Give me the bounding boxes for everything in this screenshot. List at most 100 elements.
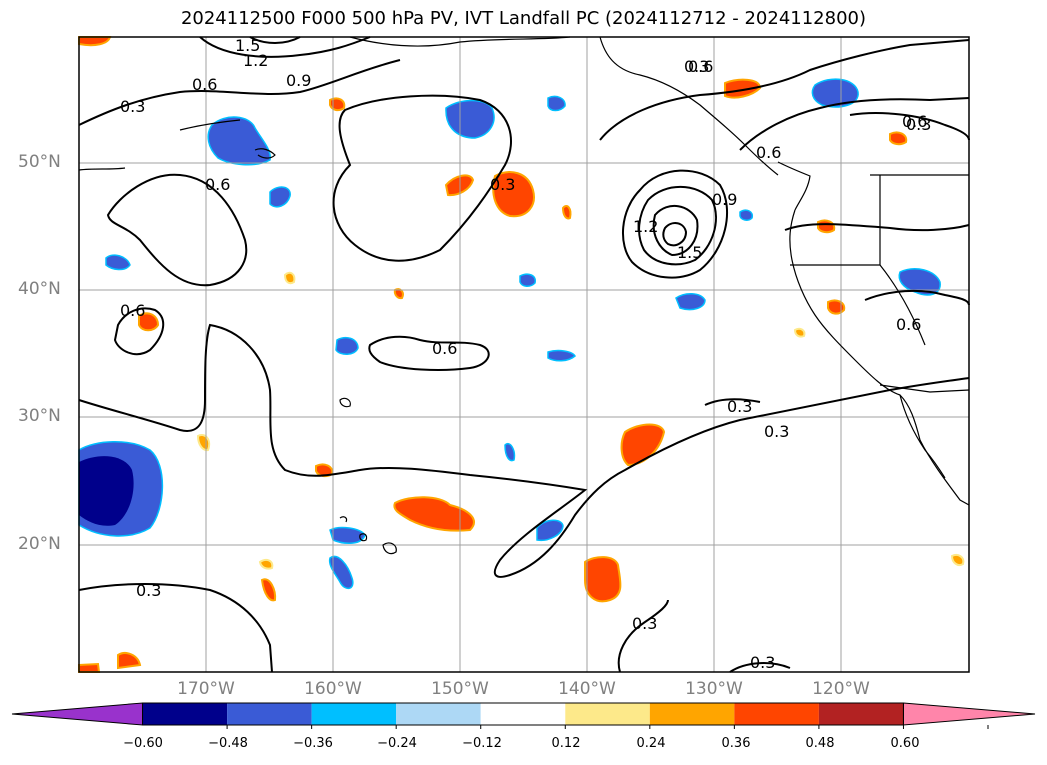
contour-south-0.3c xyxy=(729,662,791,673)
pos-blob-small-6 xyxy=(329,97,346,112)
contour-west-0.6 xyxy=(106,173,248,287)
contour-label: 0.3 xyxy=(120,97,145,116)
colorbar-segment xyxy=(565,703,650,725)
contour-label: 0.6 xyxy=(192,75,217,94)
pos-blob-west xyxy=(138,312,160,332)
pos-blob-small-5 xyxy=(889,131,908,146)
aleutian-chain xyxy=(78,119,276,171)
pos-blob-small-4 xyxy=(827,299,846,315)
contour-label: 1.2 xyxy=(243,51,268,70)
pos-blob-small-11 xyxy=(393,288,404,300)
hawaii-3 xyxy=(339,516,348,523)
lat-label-40: 40°N xyxy=(18,279,61,299)
colorbar-tick-label: 0.24 xyxy=(636,736,666,751)
pos-blob-small-9 xyxy=(78,662,101,673)
contour-pacific-low-outer xyxy=(622,169,728,279)
contour-label: 0.9 xyxy=(712,190,737,209)
neg-blob-nevada xyxy=(898,268,941,296)
contour-label: 1.5 xyxy=(677,243,702,262)
contour-label: 0.3 xyxy=(490,175,515,194)
us-state-3 xyxy=(879,264,926,346)
contour-label: 0.3 xyxy=(764,422,789,441)
pos-blob-small-15 xyxy=(793,327,806,338)
contour-label: 0.6 xyxy=(432,339,457,358)
contour-label: 0.6 xyxy=(688,57,713,76)
lon-label-150: 150°W xyxy=(431,679,489,699)
contour-nw-0.6 xyxy=(739,97,970,151)
neg-blob-small-3 xyxy=(547,349,576,362)
colorbar-extend-max xyxy=(902,702,1036,726)
contour-label: 0.3 xyxy=(136,581,161,600)
positive-anomaly-fills xyxy=(78,36,965,673)
colorbar-tick-label: −0.48 xyxy=(208,736,248,751)
coastlines xyxy=(78,36,970,555)
lon-label-120: 120°W xyxy=(812,679,870,699)
baja xyxy=(899,394,946,479)
lat-label-30: 30°N xyxy=(18,406,61,426)
pos-blob-south xyxy=(584,556,622,603)
neg-blob-small-8 xyxy=(504,443,516,462)
contour-northeast xyxy=(599,39,970,141)
contour-north-2 xyxy=(199,36,371,58)
contour-cal-0.6 xyxy=(864,289,970,306)
contour-coast-0.6 xyxy=(784,223,970,232)
lon-label-140: 140°W xyxy=(558,679,616,699)
neg-blob-small-6 xyxy=(105,254,131,271)
contour-label: 0.9 xyxy=(286,71,311,90)
neg-blob-hawaii-south xyxy=(328,555,354,590)
neg-blob-small-4 xyxy=(519,273,537,287)
pos-blob-small-2 xyxy=(260,578,277,602)
neg-blob-small-1 xyxy=(269,186,291,208)
colorbar-tick-label: −0.36 xyxy=(293,736,333,751)
contour-south-0.3b xyxy=(617,599,669,673)
colorbar xyxy=(11,702,1036,729)
lat-label-50: 50°N xyxy=(18,152,61,172)
pos-blob-small-16 xyxy=(950,554,965,566)
mexico-border xyxy=(879,384,970,393)
contour-label: 1.5 xyxy=(235,36,260,55)
contour-gulf-0.6 xyxy=(332,94,513,262)
neg-blob-west-core xyxy=(79,456,134,526)
colorbar-frame xyxy=(142,702,904,726)
contour-label: 0.6 xyxy=(902,112,927,131)
neg-blob-midocean xyxy=(675,293,706,311)
neg-blob-small-2 xyxy=(335,336,359,355)
islands-1 xyxy=(339,397,351,408)
contour-label-group: 1.5 1.2 0.9 0.6 0.3 0.6 0.6 0.3 0.6 0.3 … xyxy=(120,36,931,672)
colorbar-tick-label: 0.48 xyxy=(805,736,835,751)
pos-blob-small-14 xyxy=(283,271,296,285)
colorbar-tick-label: 0.60 xyxy=(890,736,920,751)
lon-label-160: 160°W xyxy=(304,679,362,699)
pos-blob-canada xyxy=(724,78,762,99)
colorbar-tick-label: −0.60 xyxy=(123,736,163,751)
pos-blob-subtropic xyxy=(393,496,475,532)
pos-blob-small-10 xyxy=(561,205,572,220)
neg-blob-small-5 xyxy=(547,95,566,112)
neg-blob-subtropic xyxy=(536,519,564,542)
plot-frame xyxy=(78,36,970,673)
colorbar-tick-label: 0.36 xyxy=(721,736,751,751)
pos-blob-small-3 xyxy=(817,219,836,234)
contour-pacific-low-mid xyxy=(638,185,717,266)
pos-blob-gulf xyxy=(492,171,535,218)
contour-label: 0.6 xyxy=(896,315,921,334)
contour-label: 0.3 xyxy=(750,653,775,672)
contour-north-subtropic xyxy=(368,335,490,371)
pv-contours xyxy=(78,36,970,673)
contour-label: 0.3 xyxy=(906,115,931,134)
colorbar-tick-label: −0.24 xyxy=(377,736,417,751)
colorbar-tick-label: −0.12 xyxy=(462,736,502,751)
contour-north-3 xyxy=(249,36,301,44)
contour-pacific-low-inner xyxy=(652,205,699,257)
colorbar-segment xyxy=(227,703,312,725)
contour-west-island xyxy=(113,307,165,356)
neg-blob-aleutian xyxy=(207,116,271,166)
map-title: 2024112500 F000 500 hPa PV, IVT Landfall… xyxy=(180,8,867,29)
hawaii-1 xyxy=(382,542,397,555)
contour-label: 0.6 xyxy=(120,301,145,320)
contour-label: 0.3 xyxy=(684,57,709,76)
bc-coast xyxy=(777,161,811,211)
alaska-coast-2 xyxy=(349,36,571,47)
neg-blob-gulf xyxy=(445,99,495,139)
colorbar-segment xyxy=(480,703,566,725)
